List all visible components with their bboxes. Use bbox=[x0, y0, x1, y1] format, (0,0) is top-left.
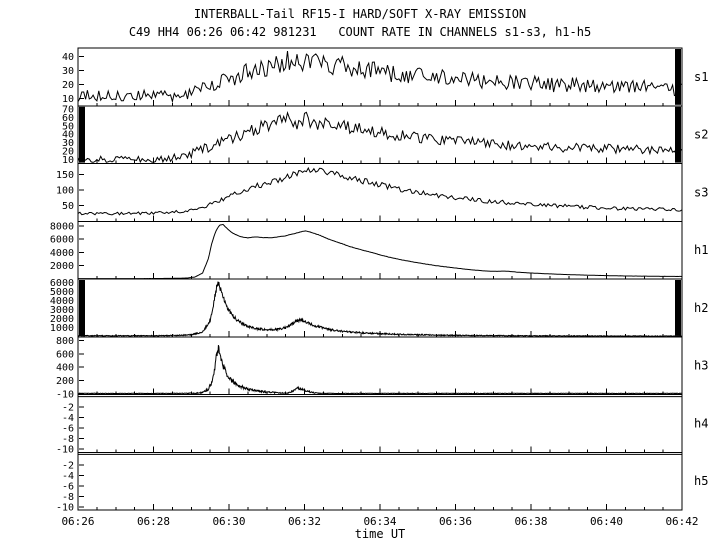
trace-h2 bbox=[77, 281, 682, 338]
y-tick-label: -6 bbox=[62, 424, 74, 435]
y-tick-label: 1000 bbox=[50, 323, 74, 334]
x-tick-label: 06:26 bbox=[61, 515, 94, 528]
x-axis-label: time UT bbox=[354, 527, 406, 541]
panel-frame-h3 bbox=[77, 336, 683, 395]
y-tick-label: 2000 bbox=[50, 314, 74, 325]
saturation-bar-s2-right bbox=[675, 106, 681, 163]
y-tick-label: 6000 bbox=[50, 278, 74, 289]
panel-h1: 8000 6000 4000 2000 h1 bbox=[50, 220, 708, 280]
y-tick-label: -2 bbox=[62, 403, 74, 414]
y-tick-label: 60 bbox=[62, 113, 74, 124]
y-tick-label: 400 bbox=[56, 363, 74, 374]
y-tick-label: 50 bbox=[62, 121, 74, 132]
y-tick-label: 10 bbox=[62, 155, 74, 166]
trace-h3 bbox=[77, 345, 682, 395]
x-tick-label: 06:40 bbox=[590, 515, 623, 528]
y-tick-label: 40 bbox=[62, 130, 74, 141]
y-tick-label: -10 bbox=[56, 445, 74, 456]
panel-frame-h1 bbox=[77, 220, 683, 280]
saturation-bar-s2-left bbox=[79, 106, 85, 163]
panel-label-h5: h5 bbox=[694, 474, 708, 488]
y-tick-label: 150 bbox=[56, 170, 74, 181]
y-tick-label: 600 bbox=[56, 349, 74, 360]
y-tick-label: 4000 bbox=[50, 296, 74, 307]
panel-label-h4: h4 bbox=[694, 416, 708, 430]
y-tick-label: 2000 bbox=[50, 261, 74, 272]
x-tick-label: 06:32 bbox=[288, 515, 321, 528]
panel-frame-h5 bbox=[77, 451, 683, 511]
panel-frame-s3 bbox=[77, 163, 683, 222]
panel-label-s3: s3 bbox=[694, 185, 708, 199]
y-tick-label: 200 bbox=[56, 376, 74, 387]
panel-label-h2: h2 bbox=[694, 301, 708, 315]
panel-s3: 150 100 50 s3 bbox=[56, 163, 708, 222]
y-tick-label: -8 bbox=[62, 492, 74, 503]
y-tick-label: 3000 bbox=[50, 305, 74, 316]
y-tick-label: -6 bbox=[62, 481, 74, 492]
panel-label-h3: h3 bbox=[694, 359, 708, 373]
y-tick-label: 5000 bbox=[50, 287, 74, 298]
trace-h1 bbox=[78, 223, 682, 280]
x-tick-label: 06:42 bbox=[665, 515, 698, 528]
panel-frame-h4 bbox=[77, 394, 683, 453]
y-tick-label: -10 bbox=[56, 502, 74, 513]
saturation-bar-h2-left bbox=[79, 280, 85, 336]
panel-frame-s1 bbox=[77, 47, 683, 107]
x-tick-label: 06:34 bbox=[363, 515, 396, 528]
x-tick-label: 06:36 bbox=[439, 515, 472, 528]
panel-h5: -2-4-6-8-10 h5 bbox=[56, 451, 708, 513]
x-tick-label: 06:28 bbox=[137, 515, 170, 528]
saturation-bar-s1-right bbox=[675, 49, 681, 105]
y-tick-label: -8 bbox=[62, 434, 74, 445]
panel-label-s2: s2 bbox=[694, 128, 708, 142]
y-tick-label: 6000 bbox=[50, 235, 74, 246]
y-tick-label: 20 bbox=[62, 146, 74, 157]
panel-s1: 40 30 20 10 s1 bbox=[62, 47, 708, 107]
y-tick-label: 4000 bbox=[50, 248, 74, 259]
panel-h3: 800 600 400 200 -10 h3 bbox=[56, 336, 709, 401]
trace-s1 bbox=[77, 51, 682, 104]
y-tick-label: 100 bbox=[56, 186, 74, 197]
trace-s3 bbox=[77, 166, 683, 216]
y-tick-label: 8000 bbox=[50, 221, 74, 232]
y-tick-label: 30 bbox=[62, 138, 74, 149]
y-tick-label: 50 bbox=[62, 201, 74, 212]
saturation-bar-h2-right bbox=[675, 280, 681, 336]
panel-frame-h2 bbox=[77, 278, 683, 338]
y-tick-label: 70 bbox=[62, 105, 74, 116]
trace-s2 bbox=[77, 110, 683, 164]
y-tick-label: 40 bbox=[62, 52, 74, 63]
x-tick-label: 06:30 bbox=[212, 515, 245, 528]
chart-subtitle: C49 HH4 06:26 06:42 981231 COUNT RATE IN… bbox=[128, 25, 592, 39]
panel-label-h1: h1 bbox=[694, 243, 708, 257]
x-tick-label: 06:38 bbox=[514, 515, 547, 528]
y-tick-label: -2 bbox=[62, 460, 74, 471]
y-tick-label: 30 bbox=[62, 66, 74, 77]
y-tick-label: -4 bbox=[62, 471, 74, 482]
y-tick-label: -10 bbox=[56, 390, 74, 401]
y-tick-label: 800 bbox=[56, 336, 74, 347]
panel-label-s1: s1 bbox=[694, 70, 708, 84]
panel-h4: -2-4-6-8-10 h4 bbox=[56, 394, 708, 456]
chart-title: INTERBALL-Tail RF15-I HARD/SOFT X-RAY EM… bbox=[193, 7, 527, 21]
y-tick-label: -4 bbox=[62, 413, 74, 424]
y-tick-label: 10 bbox=[62, 94, 74, 105]
y-tick-label: 20 bbox=[62, 80, 74, 91]
